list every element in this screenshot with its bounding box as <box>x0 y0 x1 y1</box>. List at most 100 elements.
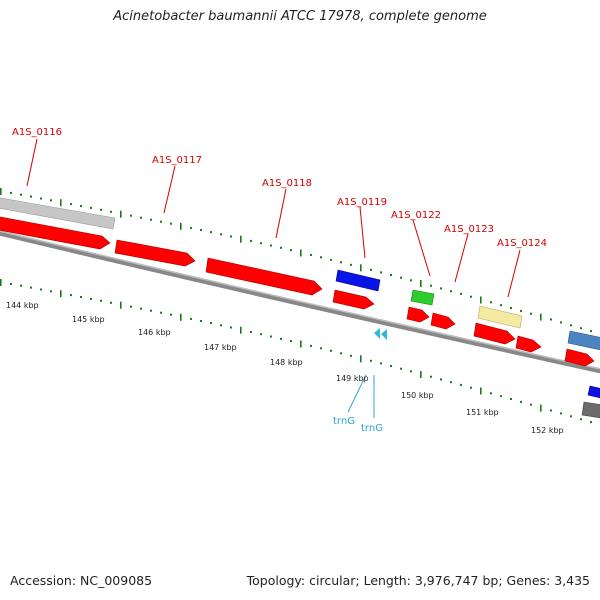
upper-track-tick <box>420 280 422 287</box>
ruler-tick <box>330 349 332 352</box>
upper-track-tick <box>360 264 362 272</box>
upper-track-tick <box>370 268 372 271</box>
cds-A1S_0117[interactable] <box>114 239 196 267</box>
trna-labels: trnG trnG <box>333 416 383 434</box>
leader-A1S_0123 <box>454 233 469 283</box>
gene-A1S_0122[interactable] <box>410 289 435 306</box>
ruler-tick <box>580 418 582 421</box>
ruler-tick <box>170 313 172 316</box>
ruler-tick <box>40 288 42 291</box>
upper-track-tick <box>570 324 572 327</box>
gene-label-leaders <box>26 138 521 298</box>
ruler-tick-track <box>0 279 592 424</box>
genome-backbone <box>0 230 600 374</box>
upper-track-tick <box>30 195 32 198</box>
upper-track-tick <box>190 226 192 229</box>
label-A1S_0118: A1S_0118 <box>262 178 312 189</box>
cds-A1S_0119[interactable] <box>332 289 375 310</box>
upper-track-tick <box>390 274 392 276</box>
upper-track-tick <box>320 256 322 259</box>
cds-A1S_0126[interactable] <box>564 348 595 367</box>
ruler-tick <box>440 378 442 381</box>
ruler-label-150: 150 kbp <box>401 391 434 400</box>
ruler-tick <box>210 322 212 325</box>
cds-A1S_0122[interactable] <box>406 306 430 323</box>
leader-A1S_0116 <box>26 138 38 187</box>
ruler-tick <box>130 305 132 308</box>
upper-track-tick <box>500 304 502 307</box>
ruler-tick <box>290 340 292 343</box>
ruler-tick <box>280 337 282 340</box>
gene-labels: A1S_0116 A1S_0117 A1S_0118 A1S_0119 A1S_… <box>12 127 547 249</box>
label-trnG-2: trnG <box>361 423 383 434</box>
genome-summary-text: Topology: circular; Length: 3,976,747 bp… <box>246 573 590 588</box>
gene-A1S_0126[interactable] <box>567 330 600 351</box>
gene-grey-right[interactable] <box>581 401 600 419</box>
ruler-tick <box>360 355 362 363</box>
gene-A1S_0116[interactable] <box>0 197 116 230</box>
upper-track-tick <box>90 206 92 209</box>
label-A1S_0119: A1S_0119 <box>337 197 387 208</box>
upper-track-tick <box>170 222 172 225</box>
trna-label-leaders <box>347 374 375 418</box>
upper-track-tick <box>20 193 22 196</box>
ruler-tick <box>530 403 532 406</box>
ruler-tick <box>80 296 82 298</box>
ruler-tick <box>400 367 402 370</box>
cds-A1S_0118[interactable] <box>205 257 323 296</box>
ruler-labels: 144 kbp 145 kbp 146 kbp 147 kbp 148 kbp … <box>6 301 564 435</box>
gene-A1S_0119[interactable] <box>335 269 381 292</box>
ruler-label-146: 146 kbp <box>138 328 171 337</box>
ruler-tick <box>570 415 572 418</box>
ruler-tick <box>490 392 492 395</box>
upper-track-tick <box>260 242 262 245</box>
cds-A1S_0116[interactable] <box>0 216 111 250</box>
feature-track-cds <box>0 216 595 367</box>
upper-track-tick <box>10 191 12 194</box>
gene-blue-right[interactable] <box>587 385 600 399</box>
label-A1S_0123: A1S_0123 <box>444 224 494 235</box>
ruler-tick <box>590 421 592 424</box>
label-A1S_0124: A1S_0124 <box>497 238 547 249</box>
cds-A1S_0124[interactable] <box>515 335 542 353</box>
upper-track-tick <box>580 327 582 330</box>
leader-A1S_0122 <box>412 219 431 277</box>
ruler-tick <box>250 330 252 333</box>
leader-A1S_0117 <box>163 165 176 214</box>
ruler-tick <box>390 365 392 367</box>
upper-track-tick <box>100 208 102 211</box>
gene-A1S_0123[interactable] <box>477 305 523 329</box>
ruler-label-145: 145 kbp <box>72 315 105 324</box>
upper-track-tick <box>430 284 432 287</box>
upper-track-tick <box>180 222 182 230</box>
upper-track-tick <box>590 330 592 333</box>
upper-track-tick <box>380 271 382 274</box>
ruler-tick <box>460 383 462 386</box>
leader-A1S_0119 <box>359 206 366 259</box>
ruler-label-148: 148 kbp <box>270 358 303 367</box>
cds-A1S_0123[interactable] <box>473 322 516 345</box>
ruler-tick <box>200 320 202 322</box>
ruler-tick <box>320 347 322 350</box>
upper-track-tick <box>240 235 242 243</box>
ruler-tick <box>0 279 2 286</box>
ruler-tick <box>110 301 112 304</box>
upper-track-tick <box>160 220 162 223</box>
ruler-tick <box>510 398 512 400</box>
ruler-tick <box>500 395 502 398</box>
trna-marker-1[interactable] <box>374 328 380 339</box>
upper-track-tick <box>550 318 552 321</box>
ruler-tick <box>260 333 262 336</box>
upper-track-tick <box>460 292 462 295</box>
trna-marker-2[interactable] <box>381 329 387 340</box>
ruler-tick <box>410 370 412 373</box>
upper-track-tick <box>80 205 82 207</box>
ruler-tick <box>180 313 182 321</box>
ruler-tick <box>60 290 62 298</box>
label-A1S_0117: A1S_0117 <box>152 155 202 166</box>
cds-A1S_0122b[interactable] <box>430 312 456 330</box>
upper-track-tick <box>60 199 62 207</box>
upper-track-tick <box>330 258 332 261</box>
ruler-tick <box>10 282 12 285</box>
ruler-label-149: 149 kbp <box>336 374 369 383</box>
